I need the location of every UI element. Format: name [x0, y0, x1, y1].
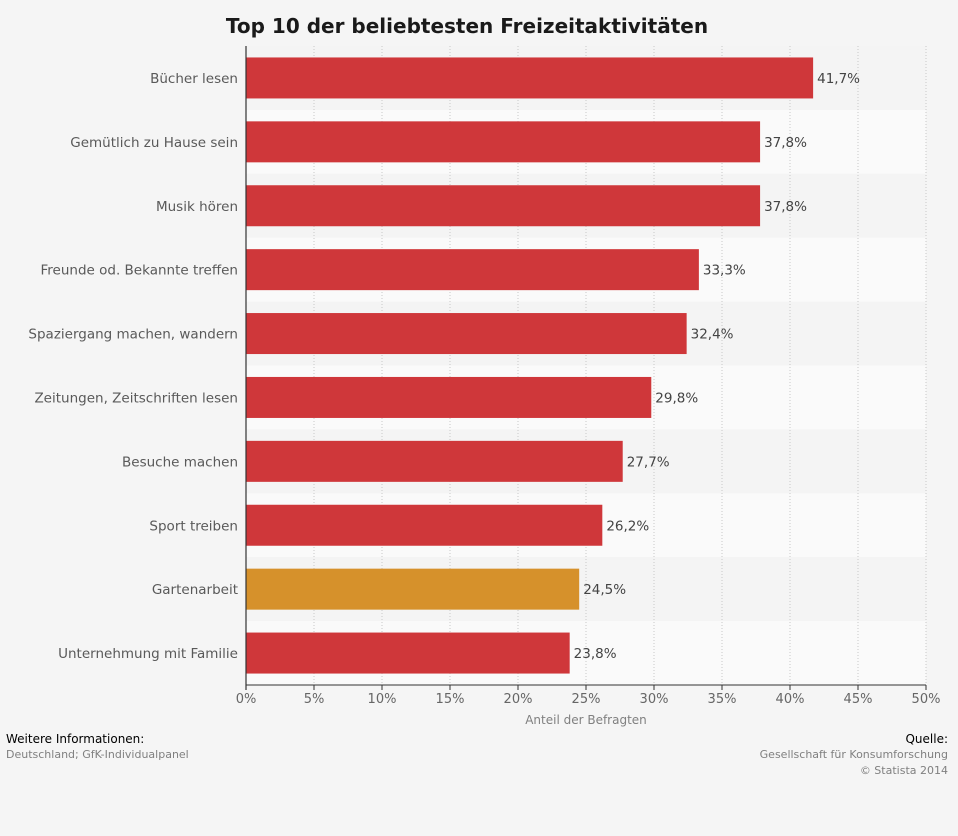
category-label: Freunde od. Bekannte treffen: [41, 263, 238, 279]
category-labels: Bücher lesen Gemütlich zu Hause sein Musik…: [28, 71, 238, 662]
category-label: Besuche machen: [122, 454, 238, 470]
x-tick-label: 10%: [368, 692, 397, 707]
bar: [246, 504, 603, 546]
footer-info: Weitere Informationen: Deutschland; GfK-…: [6, 731, 189, 763]
info-heading: Weitere Informationen:: [6, 732, 145, 746]
x-axis-label: Anteil der Befragten: [525, 713, 647, 727]
value-label: 23,8%: [574, 646, 617, 662]
value-label: 24,5%: [583, 582, 626, 598]
value-label: 37,8%: [764, 199, 807, 215]
value-label: 29,8%: [655, 390, 698, 406]
category-label: Unternehmung mit Familie: [58, 646, 238, 662]
value-label: 41,7%: [817, 71, 860, 87]
x-tick-label: 0%: [236, 692, 257, 707]
category-label: Musik hören: [156, 199, 238, 215]
x-tick-label: 5%: [304, 692, 325, 707]
bar: [246, 57, 814, 99]
value-labels: 41,7% 37,8% 37,8% 33,3% 32,4% 29,8% 27,7% 26,2%…: [574, 71, 860, 662]
source-text: Gesellschaft für Konsumforschung: [759, 748, 948, 761]
category-label: Spaziergang machen, wandern: [28, 327, 238, 343]
category-label: Bücher lesen: [150, 71, 238, 87]
x-tick-label: 30%: [640, 692, 669, 707]
x-tick-label: 45%: [844, 692, 873, 707]
x-tick-labels: 0% 5% 10% 15% 20% 25% 30% 35% 40% 45% 50%: [236, 692, 941, 707]
category-label: Gemütlich zu Hause sein: [70, 135, 238, 151]
bar: [246, 568, 580, 610]
source-heading: Quelle:: [905, 732, 948, 746]
axes: [245, 46, 927, 690]
x-tick-label: 20%: [504, 692, 533, 707]
x-tick-label: 25%: [572, 692, 601, 707]
bars: [246, 57, 814, 674]
value-label: 37,8%: [764, 135, 807, 151]
bar: [246, 376, 652, 418]
copyright: © Statista 2014: [859, 764, 948, 777]
category-label: Gartenarbeit: [152, 582, 238, 598]
x-tick-label: 15%: [436, 692, 465, 707]
chart-title: Top 10 der beliebtesten Freizeitaktivitä…: [226, 14, 708, 38]
category-label: Sport treiben: [149, 518, 238, 534]
value-label: 32,4%: [691, 327, 734, 343]
value-label: 27,7%: [627, 454, 670, 470]
x-tick-label: 50%: [912, 692, 941, 707]
bar: [246, 185, 761, 227]
x-tick-label: 35%: [708, 692, 737, 707]
bar: [246, 440, 623, 482]
value-label: 26,2%: [606, 518, 649, 534]
value-label: 33,3%: [703, 263, 746, 279]
bar: [246, 249, 699, 291]
bar: [246, 632, 570, 674]
bar: [246, 313, 687, 355]
x-tick-label: 40%: [776, 692, 805, 707]
category-label: Zeitungen, Zeitschriften lesen: [34, 390, 238, 406]
info-text: Deutschland; GfK-Individualpanel: [6, 748, 189, 761]
footer-source: Quelle: Gesellschaft für Konsumforschung…: [760, 731, 948, 779]
bar: [246, 121, 761, 163]
